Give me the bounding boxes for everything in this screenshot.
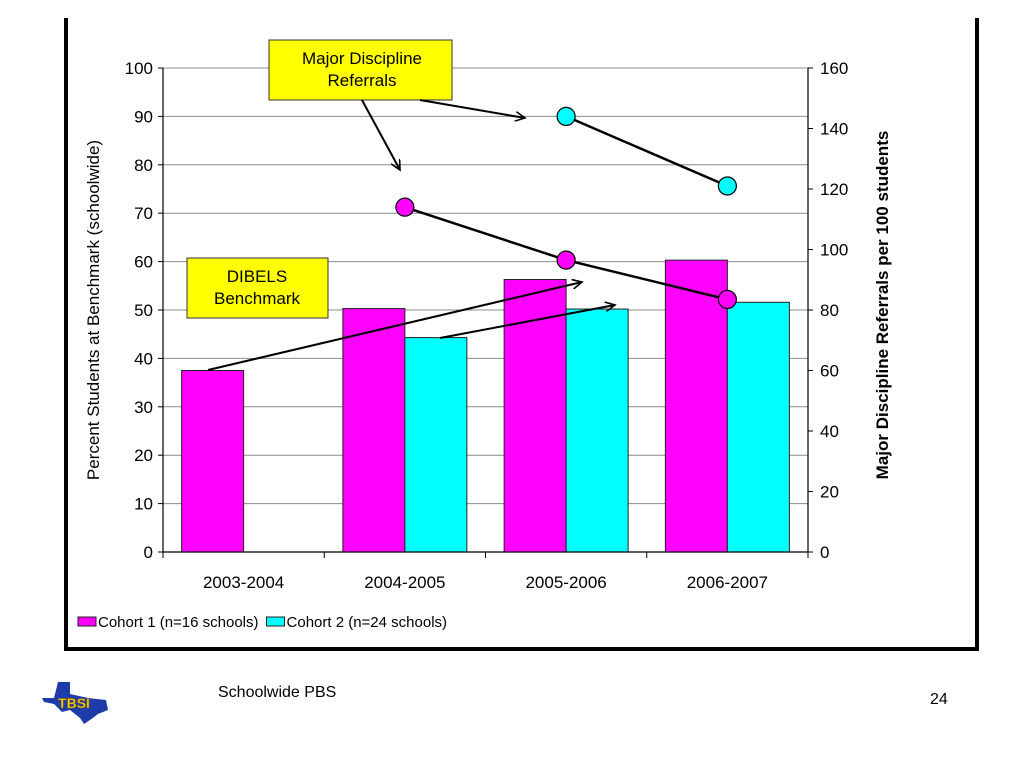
annotation-arrow <box>439 305 615 339</box>
left-tick-label: 40 <box>134 349 153 368</box>
callout-text: Major Discipline <box>302 49 422 68</box>
annotation-arrow <box>207 282 582 371</box>
legend-swatch-cohort-1 <box>77 616 97 627</box>
tbsi-logo: TBSI <box>40 680 112 731</box>
annotation-arrow <box>419 99 525 118</box>
bar-cohort-1 <box>342 308 406 553</box>
referral-point-cohort-1 <box>556 250 576 270</box>
annotation-arrow <box>361 99 401 170</box>
callout-text: Benchmark <box>214 289 300 308</box>
legend-label: Cohort 2 (n=24 schools) <box>287 614 448 631</box>
y-axis-title: Percent Students at Benchmark (schoolwid… <box>84 140 103 480</box>
legend-label: Cohort 1 (n=16 schools) <box>98 614 259 631</box>
referral-point-cohort-2 <box>556 106 576 127</box>
right-tick-label: 20 <box>820 483 839 502</box>
legend-swatch-cohort-2 <box>266 616 286 627</box>
right-tick-label: 160 <box>820 59 848 78</box>
right-tick-label: 60 <box>820 362 839 381</box>
callout-box <box>186 257 329 319</box>
left-tick-label: 20 <box>134 446 153 465</box>
referral-point-cohort-1 <box>395 197 415 217</box>
logo-text: TBSI <box>58 695 90 711</box>
referral-point-cohort-1 <box>717 289 737 310</box>
bar-cohort-2 <box>726 301 790 553</box>
page-number: 24 <box>930 691 948 708</box>
callout-text: DIBELS <box>227 267 287 286</box>
right-tick-label: 140 <box>820 120 848 139</box>
x-tick-label: 2003-2004 <box>203 573 284 592</box>
left-tick-label: 50 <box>134 301 153 320</box>
right-tick-label: 100 <box>820 241 848 260</box>
footer-title: Schoolwide PBS <box>218 684 337 701</box>
left-tick-label: 70 <box>134 204 153 223</box>
left-tick-label: 0 <box>144 543 153 562</box>
left-tick-label: 30 <box>134 398 153 417</box>
bar-cohort-1 <box>503 279 567 553</box>
referral-line-cohort-2 <box>565 115 728 188</box>
left-tick-label: 100 <box>125 59 153 78</box>
callout-box <box>268 39 453 101</box>
right-tick-label: 80 <box>820 301 839 320</box>
bar-cohort-1 <box>664 259 728 553</box>
referral-point-cohort-2 <box>717 176 737 196</box>
texas-logo-icon: TBSI <box>42 682 108 724</box>
x-tick-label: 2004-2005 <box>364 573 445 592</box>
left-tick-label: 10 <box>134 495 153 514</box>
right-tick-label: 0 <box>820 543 829 562</box>
right-tick-label: 120 <box>820 180 848 199</box>
left-tick-label: 60 <box>134 253 153 272</box>
y-axis-title-right: Major Discipline Referrals per 100 stude… <box>873 131 892 480</box>
x-tick-label: 2005-2006 <box>525 573 606 592</box>
x-tick-label: 2006-2007 <box>687 573 768 592</box>
left-tick-label: 90 <box>134 107 153 126</box>
callout-text: Referrals <box>328 71 397 90</box>
bar-cohort-2 <box>565 308 629 553</box>
left-tick-label: 80 <box>134 156 153 175</box>
right-tick-label: 40 <box>820 422 839 441</box>
bar-cohort-2 <box>404 337 468 553</box>
bar-cohort-1 <box>181 370 245 553</box>
